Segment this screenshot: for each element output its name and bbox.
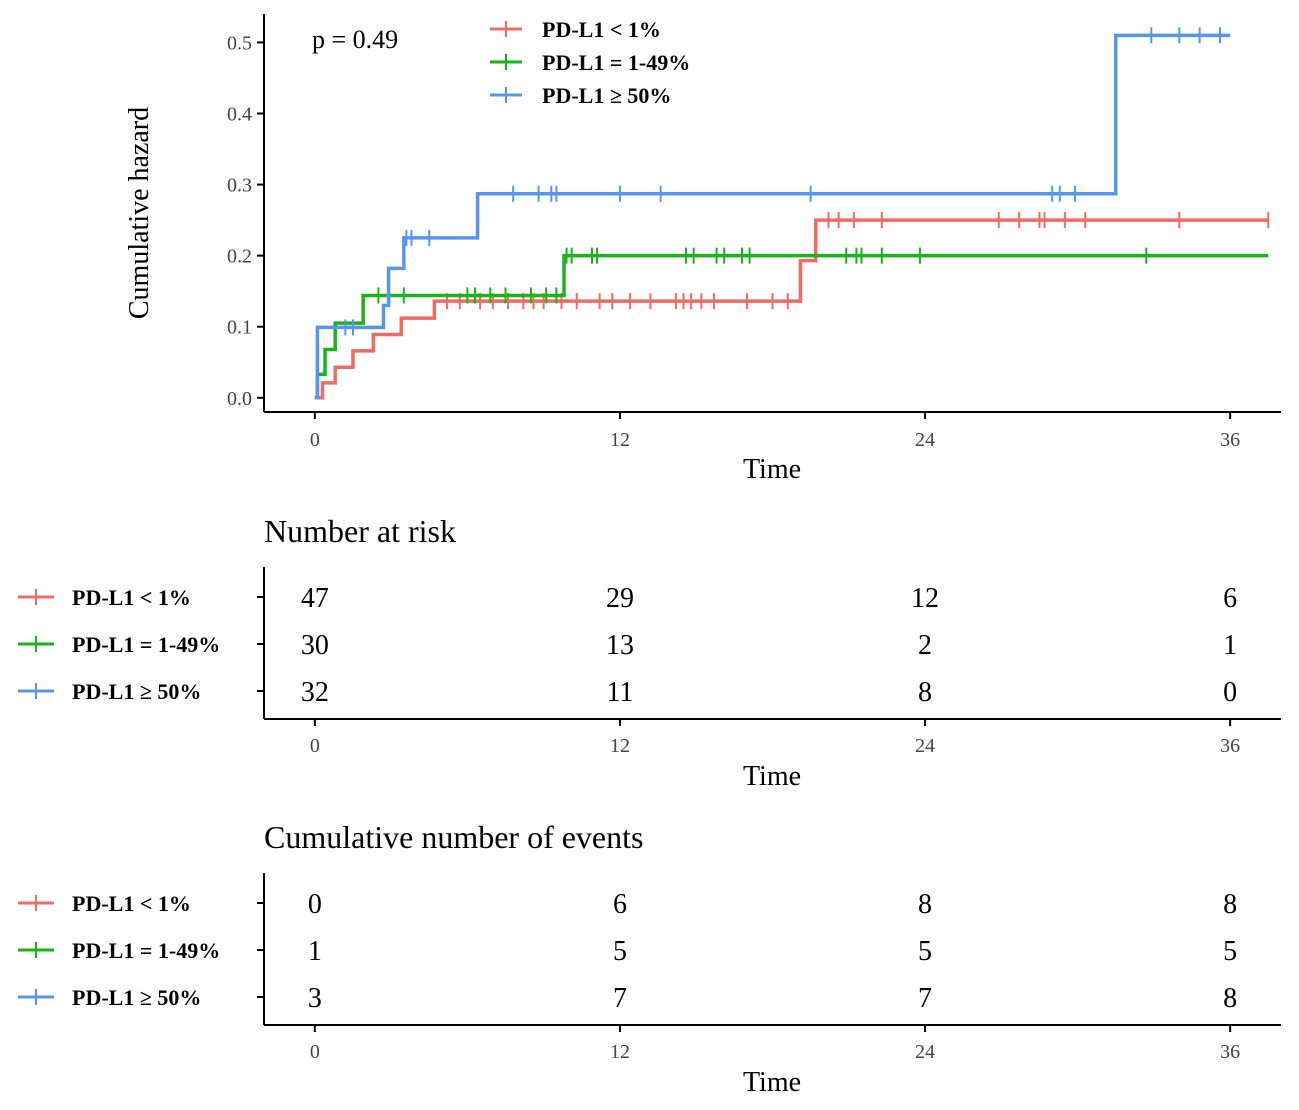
- table-value-mid: 5: [918, 936, 932, 967]
- table-value-mid: 1: [1223, 630, 1237, 661]
- x-tick-label: 12: [610, 429, 630, 451]
- table-value-low: 0: [308, 889, 322, 920]
- risk-x-axis-title: Time: [743, 761, 801, 792]
- row-label-mid: PD-L1 = 1-49%: [72, 632, 220, 657]
- x-axis-title: Time: [743, 454, 801, 485]
- legend-item-mid: PD-L1 = 1-49%: [490, 50, 690, 75]
- risk-table-title: Number at risk: [264, 513, 456, 549]
- table-value-mid: 30: [301, 630, 329, 661]
- table-value-high: 7: [918, 983, 932, 1014]
- table-value-high: 32: [301, 677, 329, 708]
- table-value-low: 8: [1223, 889, 1237, 920]
- table-value-mid: 2: [918, 630, 932, 661]
- y-axis-title: Cumulative hazard: [124, 107, 155, 319]
- y-tick-label: 0.2: [227, 246, 252, 268]
- row-label-high: PD-L1 ≥ 50%: [72, 985, 201, 1010]
- y-tick-label: 0.0: [227, 388, 252, 410]
- table-value-mid: 5: [1223, 936, 1237, 967]
- table-value-high: 11: [606, 677, 633, 708]
- table-value-low: 6: [613, 889, 627, 920]
- table-value-high: 0: [1223, 677, 1237, 708]
- table-x-tick-label: 36: [1220, 1041, 1240, 1063]
- y-ticks: 0.0 0.1 0.2 0.3 0.4 0.5: [227, 32, 264, 410]
- curve-high: [314, 33, 1231, 400]
- table-value-mid: 13: [606, 630, 634, 661]
- row-label-mid: PD-L1 = 1-49%: [72, 938, 220, 963]
- cumulative-events-table: Cumulative number of events PD-L1 < 1% 0 6…: [18, 819, 1281, 1098]
- number-at-risk-table: Number at risk PD-L1 < 1% 47 29 12 6PD-L1 = …: [18, 513, 1281, 792]
- table-value-mid: 5: [613, 936, 627, 967]
- table-x-tick-label: 24: [915, 735, 935, 757]
- y-tick-label: 0.3: [227, 175, 252, 197]
- table-value-low: 6: [1223, 583, 1237, 614]
- legend-item-high: PD-L1 ≥ 50%: [490, 83, 671, 108]
- hazard-curves: [314, 27, 1270, 400]
- legend: PD-L1 < 1% PD-L1 = 1-49% PD-L1 ≥ 50%: [490, 17, 690, 108]
- p-value-annotation: p = 0.49: [312, 25, 398, 54]
- x-tick-label: 0: [310, 429, 320, 451]
- events-rows: PD-L1 < 1% 0 6 8 8 PD-L1 = 1-49% 1 5 5 5 PD-L1 ≥ 5…: [18, 889, 1237, 1014]
- y-tick-label: 0.5: [227, 32, 252, 54]
- table-value-high: 8: [1223, 983, 1237, 1014]
- row-label-low: PD-L1 < 1%: [72, 585, 191, 610]
- events-x-axis-title: Time: [743, 1067, 801, 1098]
- table-x-tick-label: 12: [610, 1041, 630, 1063]
- curve-mid: [314, 253, 1269, 400]
- table-value-low: 12: [911, 583, 939, 614]
- x-tick-label: 24: [915, 429, 935, 451]
- table-value-high: 8: [918, 677, 932, 708]
- x-ticks: 0 12 24 36: [310, 412, 1240, 451]
- risk-x-ticks: 0 12 24 36: [310, 719, 1240, 757]
- risk-rows: PD-L1 < 1% 47 29 12 6 PD-L1 = 1-49% 30 13 2 1 PD-L…: [18, 583, 1237, 708]
- table-x-tick-label: 0: [310, 1041, 320, 1063]
- table-value-low: 29: [606, 583, 634, 614]
- table-value-low: 8: [918, 889, 932, 920]
- table-value-low: 47: [301, 583, 329, 614]
- legend-item-low: PD-L1 < 1%: [490, 17, 661, 42]
- table-value-high: 7: [613, 983, 627, 1014]
- legend-label-high: PD-L1 ≥ 50%: [542, 83, 671, 108]
- table-x-tick-label: 24: [915, 1041, 935, 1063]
- row-label-low: PD-L1 < 1%: [72, 891, 191, 916]
- events-x-ticks: 0 12 24 36: [310, 1025, 1240, 1063]
- legend-label-mid: PD-L1 = 1-49%: [542, 50, 690, 75]
- table-x-tick-label: 36: [1220, 735, 1240, 757]
- curve-low: [314, 218, 1269, 400]
- table-x-tick-label: 0: [310, 735, 320, 757]
- row-label-high: PD-L1 ≥ 50%: [72, 679, 201, 704]
- cumulative-hazard-plot: 0.0 0.1 0.2 0.3 0.4 0.5 0 12 24 36 Time Cumulati…: [124, 14, 1281, 485]
- y-tick-label: 0.4: [227, 104, 252, 126]
- table-value-high: 3: [308, 983, 322, 1014]
- y-tick-label: 0.1: [227, 317, 252, 339]
- legend-label-low: PD-L1 < 1%: [542, 17, 661, 42]
- events-table-title: Cumulative number of events: [264, 819, 643, 855]
- table-value-mid: 1: [308, 936, 322, 967]
- x-tick-label: 36: [1220, 429, 1240, 451]
- table-x-tick-label: 12: [610, 735, 630, 757]
